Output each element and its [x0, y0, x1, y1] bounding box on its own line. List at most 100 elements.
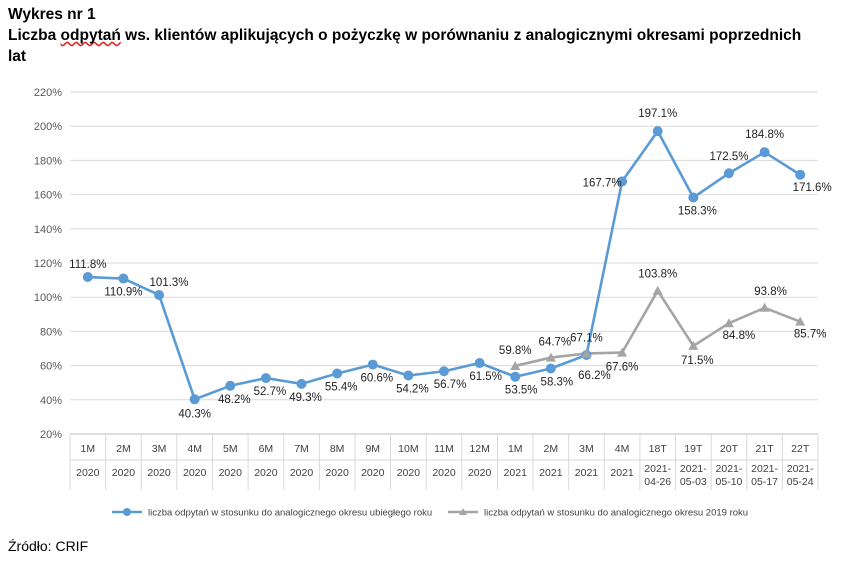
x-tick-label: 10M [398, 443, 418, 455]
y-tick-label: 140% [34, 224, 62, 236]
data-point [82, 272, 93, 283]
x-tick-sublabel: 2021- [751, 463, 778, 475]
y-tick-label: 40% [40, 395, 62, 407]
x-tick-sublabel: 2021- [787, 463, 814, 475]
x-tick-sublabel: 2021 [575, 467, 599, 479]
data-label: 61.5% [469, 371, 502, 383]
x-tick-label: 8M [330, 443, 345, 455]
x-tick-label: 7M [294, 443, 309, 455]
data-label: 49.3% [289, 392, 322, 404]
data-label: 93.8% [754, 286, 787, 298]
data-point [652, 126, 663, 137]
data-label: 53.5% [505, 385, 538, 397]
data-label: 60.6% [360, 373, 393, 385]
y-tick-label: 180% [34, 155, 62, 167]
data-label: 48.2% [218, 394, 251, 406]
data-point [510, 360, 521, 370]
data-point [296, 378, 307, 389]
x-tick-sublabel: 2020 [254, 467, 278, 479]
data-label: 52.7% [254, 386, 287, 398]
data-label: 197.1% [638, 108, 677, 120]
x-tick-label: 3M [152, 443, 167, 455]
x-tick-label: 1M [508, 443, 523, 455]
x-tick-sublabel: 2020 [219, 467, 243, 479]
series-line-2019 [514, 289, 801, 368]
data-point [795, 316, 806, 326]
x-tick-sublabel: 2020 [361, 467, 385, 479]
x-tick-sublabel: 05-10 [716, 476, 743, 488]
x-tick-sublabel: 2020 [325, 467, 349, 479]
y-tick-label: 60% [40, 361, 62, 373]
data-label: 40.3% [178, 408, 211, 420]
x-tick-label: 3M [579, 443, 594, 455]
x-tick-label: 2M [116, 443, 131, 455]
x-tick-sublabel: 2021- [644, 463, 671, 475]
y-tick-label: 160% [34, 190, 62, 202]
y-tick-label: 20% [40, 429, 62, 441]
data-labels: 111.8% 110.9% 101.3% 40.3% 48.2%52.7% 49.3%55… [69, 108, 832, 420]
x-tick-sublabel: 2020 [397, 467, 421, 479]
y-tick-label: 200% [34, 121, 62, 133]
data-label: 103.8% [638, 269, 677, 281]
data-point [688, 340, 699, 350]
data-label: 158.3% [678, 206, 717, 218]
x-tick-sublabel: 2020 [112, 467, 136, 479]
y-axis-tick-labels: 20% 40% 60% 80% 100% 120% 140% 160% 180% 200% 220% [34, 87, 62, 441]
x-tick-sublabel: 2020 [183, 467, 207, 479]
data-point [154, 289, 165, 300]
data-point [367, 359, 378, 370]
data-label: 66.2% [578, 370, 611, 382]
x-tick-sublabel: 2020 [76, 467, 100, 479]
y-tick-label: 80% [40, 326, 62, 338]
x-tick-sublabel: 2020 [147, 467, 171, 479]
chart-title: Liczba odpytań ws. klientów aplikujących… [8, 25, 838, 46]
data-point [617, 176, 628, 187]
chart-title-misspelled-word: odpytań [60, 27, 121, 44]
data-label: 110.9% [104, 287, 142, 299]
data-label: 84.8% [723, 330, 756, 342]
y-tick-label: 220% [34, 87, 62, 99]
data-label: 67.1% [570, 332, 603, 344]
data-point [795, 169, 806, 180]
x-tick-label: 20T [720, 443, 739, 455]
legend-entry-label: liczba odpytań w stosunku do analogiczne… [484, 508, 748, 519]
data-point [688, 192, 699, 203]
y-tick-label: 100% [34, 292, 62, 304]
data-label: 56.7% [434, 379, 467, 391]
x-tick-label: 4M [615, 443, 630, 455]
x-tick-label: 5M [223, 443, 238, 455]
data-label: 71.5% [681, 355, 714, 367]
legend-entry-label: liczba odpytań w stosunku do analogiczne… [148, 508, 432, 519]
x-tick-label: 21T [756, 443, 775, 455]
x-tick-sublabel: 2021- [716, 463, 743, 475]
data-label: 59.8% [499, 345, 532, 357]
x-tick-label: 22T [791, 443, 810, 455]
data-label: 54.2% [396, 384, 429, 396]
x-tick-sublabel: 2021 [610, 467, 634, 479]
data-label: 67.6% [606, 362, 639, 374]
data-label: 172.5% [709, 151, 748, 163]
chart-title-line2: lat [8, 48, 27, 65]
x-tick-sublabel: 2020 [432, 467, 456, 479]
x-tick-label: 19T [684, 443, 703, 455]
data-point [545, 352, 556, 362]
chart-number: Wykres nr 1 [8, 6, 96, 23]
data-point [332, 368, 343, 379]
x-tick-sublabel: 05-17 [751, 476, 778, 488]
line-chart: 20% 40% 60% 80% 100% 120% 140% 160% 180% 200% 220%… [34, 87, 832, 519]
data-label: 64.7% [539, 337, 572, 349]
data-point [439, 366, 449, 377]
x-tick-sublabel: 2021 [504, 467, 528, 479]
x-tick-label: 18T [649, 443, 668, 455]
data-point [723, 168, 734, 179]
data-point [581, 348, 592, 358]
data-point [617, 347, 628, 357]
x-tick-label: 11M [434, 443, 454, 455]
data-label: 55.4% [325, 381, 358, 393]
x-tick-sublabel: 2021- [680, 463, 707, 475]
x-tick-sublabel: 05-24 [787, 476, 814, 488]
x-tick-label: 1M [81, 443, 96, 455]
legend-swatch-marker [459, 508, 467, 515]
data-point [510, 371, 521, 382]
x-tick-label: 6M [259, 443, 274, 455]
